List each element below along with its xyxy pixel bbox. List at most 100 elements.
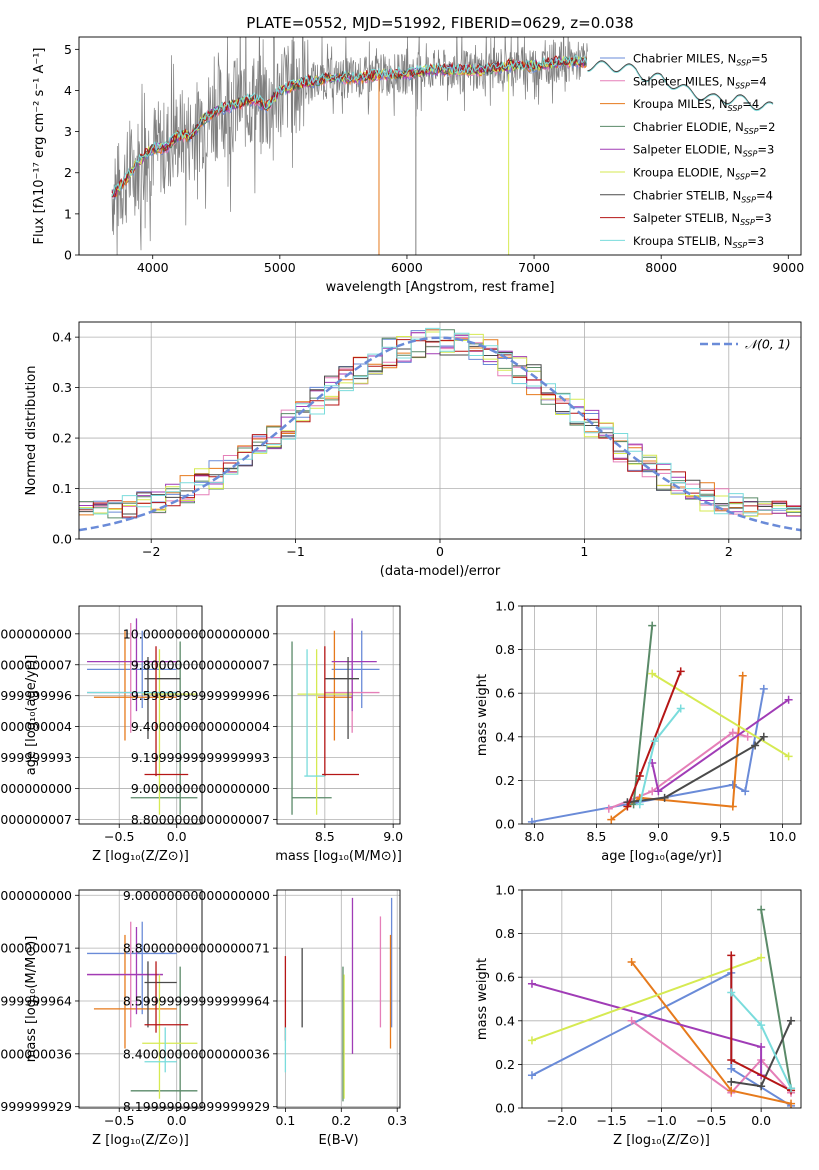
kroupa_stelib-weight-point: [757, 1021, 766, 1030]
mass_vs_ebv-plot-area: [284, 897, 393, 1102]
chabrier_stelib-weight-point: [759, 732, 768, 741]
y-tick-label: 0.8: [495, 642, 515, 657]
x-tick-label: 6000: [391, 260, 423, 275]
x-axis-label: E(B-V): [318, 1133, 358, 1148]
y-tick-label: 0: [64, 248, 72, 263]
x-tick-label: 0.1: [275, 1113, 295, 1128]
mass_weight_vs_age-plot-area: [527, 621, 793, 824]
salpeter_stelib-weight-point: [727, 951, 736, 960]
salpeter_miles-weight-point: [604, 804, 613, 813]
y-tick-label: 0.6: [495, 970, 515, 985]
legend-label-chabrier_stelib: Chabrier STELIB, NSSP=4: [633, 188, 773, 204]
y-tick-label: 3: [64, 124, 72, 139]
kroupa_elodie-weight-line: [531, 956, 762, 1042]
y-tick-label: 0.4: [495, 729, 515, 744]
chabrier_elodie-weight-line: [632, 625, 654, 805]
x-tick-label: 0.3: [387, 1113, 407, 1128]
y-axis-label: mass [log₁₀(M/M⊙)]: [24, 936, 39, 1063]
x-tick-label: −2.0: [547, 1113, 577, 1128]
kroupa_elodie-weight-point: [757, 953, 766, 962]
kroupa_miles-weight-point: [607, 815, 616, 824]
chabrier_stelib-weight-point: [751, 741, 760, 750]
axes-frame: [276, 889, 401, 1109]
x-tick-label: 0.0: [167, 829, 187, 844]
y-tick-label: 9.4000000000000004: [0, 719, 72, 734]
age_vs_Z-panel: −0.5 0.0 8.8000000000000007 9.0000000000000…: [0, 605, 203, 864]
kroupa_stelib-weight-point: [787, 1084, 796, 1093]
kroupa_elodie-weight-point: [784, 752, 793, 761]
x-tick-label: −2: [142, 544, 160, 559]
kroupa_stelib-model-spectrum: [111, 54, 587, 197]
y-tick-label: 9.00000000000000000: [0, 888, 72, 903]
y-axis-label: age [log₁₀(age/yr)]: [24, 655, 39, 776]
kroupa_stelib-weight-point: [727, 988, 736, 997]
y-tick-label: 10.0000000000000000: [0, 626, 72, 641]
x-axis-label: Z [log₁₀(Z/Z⊙)]: [92, 849, 189, 864]
y-axis-label: mass weight: [475, 958, 490, 1040]
x-tick-label: 7000: [518, 260, 550, 275]
y-tick-label: 0.0: [52, 532, 72, 547]
kroupa_stelib-residual-histogram: [79, 327, 801, 515]
x-tick-label: 9.5: [710, 829, 730, 844]
x-tick-label: 8.0: [524, 829, 544, 844]
legend-label-kroupa_elodie: Kroupa ELODIE, NSSP=2: [633, 166, 767, 182]
model-tail-overlay: [587, 61, 774, 112]
x-tick-label: 1: [580, 544, 588, 559]
chabrier_elodie-weight-point: [757, 905, 766, 914]
x-tick-label: 2: [725, 544, 733, 559]
chabrier_miles-weight-point: [728, 780, 737, 789]
x-tick-label: 0.0: [167, 1113, 187, 1128]
salpeter_elodie-weight-point: [757, 1042, 766, 1051]
mass_weight_vs_Z-panel: −2.0 −1.5 −1.0 −0.5 0.0 0.0 0.2 0.4 0.6 0.8 1.0 Z […: [475, 883, 802, 1148]
salpeter_miles-weight-point: [627, 1016, 636, 1025]
y-tick-label: 1.0: [495, 883, 515, 898]
kroupa_miles-weight-point: [727, 1086, 736, 1095]
y-tick-label: 8.19999999999999929: [0, 1099, 72, 1114]
x-tick-label: −1.0: [646, 1113, 676, 1128]
kroupa_miles-weight-point: [787, 1099, 796, 1108]
age_vs_mass-plot-area: [291, 618, 380, 815]
spectrum-panel: 4000 5000 6000 7000 8000 9000 0 1 2 3 4 5 wavelength…: [32, 36, 804, 295]
legend-label-salpeter_elodie: Salpeter ELODIE, NSSP=3: [633, 143, 774, 159]
salpeter_stelib-weight-point: [727, 1056, 736, 1065]
y-tick-label: 9.4000000000000004: [131, 719, 270, 734]
x-axis-label: Z [log₁₀(Z/Z⊙)]: [92, 1133, 189, 1148]
x-tick-label: −1.5: [596, 1113, 626, 1128]
salpeter_stelib-weight-point: [623, 802, 632, 811]
kroupa_miles-weight-point: [728, 802, 737, 811]
y-tick-label: 5: [64, 42, 72, 57]
x-axis-label: (data-model)/error: [380, 564, 501, 579]
salpeter_elodie-weight-point: [654, 787, 663, 796]
legend-label-kroupa_stelib: Kroupa STELIB, NSSP=3: [633, 234, 764, 250]
y-tick-label: 1.0: [495, 599, 515, 614]
x-axis-label: Z [log₁₀(Z/Z⊙)]: [613, 1133, 710, 1148]
salpeter_miles-weight-point: [743, 732, 752, 741]
y-tick-label: 0.6: [495, 686, 515, 701]
y-tick-label: 9.5999999999999996: [131, 688, 270, 703]
residuals-panel: −2 −1 0 1 2 0.0 0.1 0.2 0.3 0.4 (data-model)/error…: [24, 321, 802, 579]
kroupa_miles-weight-point: [627, 957, 636, 966]
chabrier_stelib-weight-point: [757, 1082, 766, 1091]
chabrier_elodie-weight-line: [760, 909, 792, 1089]
y-tick-label: 9.00000000000000000: [123, 888, 270, 903]
x-tick-label: −1: [286, 544, 304, 559]
axes-frame: [521, 889, 802, 1109]
y-tick-label: 9.1999999999999993: [0, 750, 72, 765]
y-tick-label: 0.2: [495, 773, 515, 788]
x-tick-label: −0.5: [104, 1113, 134, 1128]
salpeter_elodie-weight-point: [527, 979, 536, 988]
x-tick-label: 8.5: [315, 829, 335, 844]
y-tick-label: 10.0000000000000000: [123, 626, 270, 641]
chabrier_elodie-weight-point: [648, 621, 657, 630]
legend-label-kroupa_miles: Kroupa MILES, NSSP=4: [633, 97, 759, 113]
y-tick-label: 4: [64, 83, 72, 98]
y-tick-label: 0.4: [495, 1013, 515, 1028]
axes-frame: [78, 605, 203, 825]
y-tick-label: 8.40000000000000036: [123, 1046, 270, 1061]
residuals-plot-area: [79, 327, 801, 532]
salpeter_miles-weight-line: [631, 1019, 792, 1095]
axes-frame: [78, 889, 203, 1109]
y-tick-label: 9.8000000000000007: [131, 657, 270, 672]
y-tick-label: 0.4: [52, 330, 72, 345]
